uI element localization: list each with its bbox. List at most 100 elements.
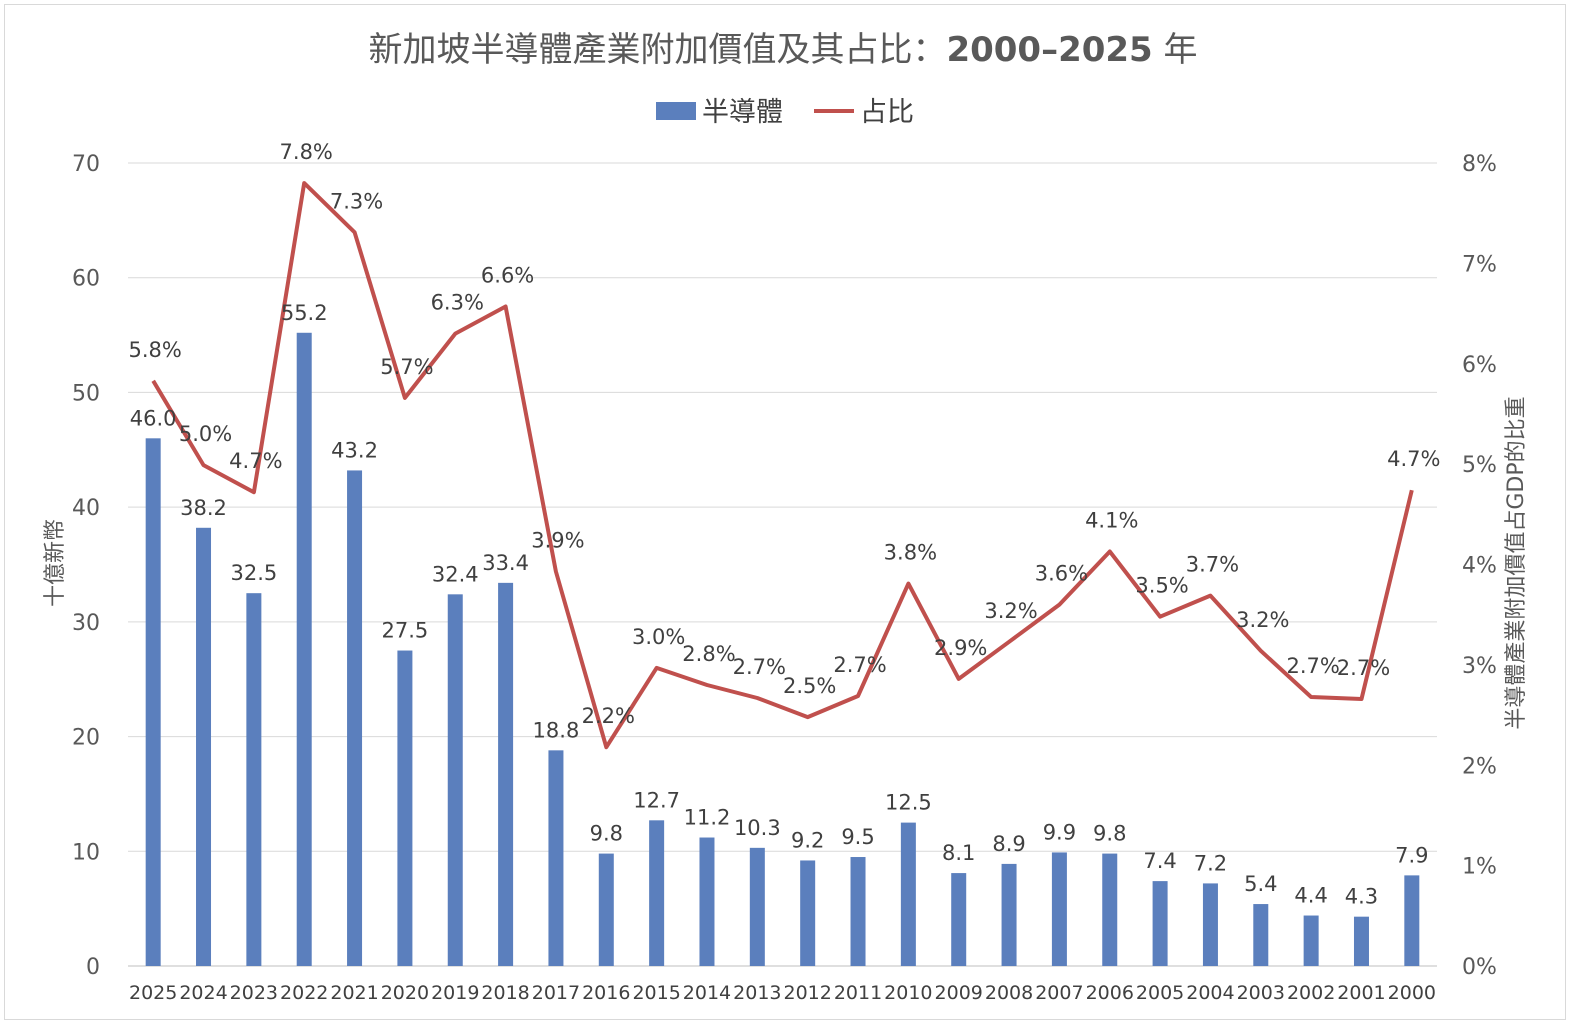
- x-tick-label: 2024: [179, 982, 227, 1004]
- bar-value-label: 7.4: [1143, 849, 1176, 873]
- line-value-label: 3.2%: [1236, 608, 1289, 632]
- x-tick-label: 2001: [1337, 982, 1385, 1004]
- bar-value-label: 7.2: [1194, 851, 1227, 875]
- bar-value-label: 5.4: [1244, 872, 1277, 896]
- line-value-label: 7.8%: [280, 140, 333, 164]
- x-tick-label: 2008: [985, 982, 1033, 1004]
- line-value-label: 5.8%: [128, 338, 181, 362]
- y-left-tick-label: 60: [72, 267, 100, 292]
- bar-value-label: 33.4: [482, 551, 529, 575]
- y-right-tick-label: 2%: [1462, 754, 1497, 779]
- bar-value-label: 12.7: [633, 788, 680, 812]
- x-axis-ticks: 2025 2024 2023 2022 2021 2020 2019 2018 2017 2016…: [129, 982, 1436, 1004]
- bar: [548, 750, 564, 966]
- line-value-label: 6.6%: [481, 264, 534, 288]
- x-tick-label: 2003: [1237, 982, 1285, 1004]
- y-right-tick-label: 6%: [1462, 353, 1497, 378]
- line-value-label: 3.6%: [1035, 562, 1088, 586]
- y-right-tick-label: 4%: [1462, 554, 1497, 579]
- y-right-tick-label: 7%: [1462, 252, 1497, 277]
- bar: [1353, 916, 1369, 966]
- x-tick-label: 2016: [582, 982, 630, 1004]
- legend: 半導體 占比: [656, 97, 914, 128]
- y-axis-right-title: 半導體產業附加價值占GDP的比重: [1504, 396, 1529, 729]
- x-tick-label: 2002: [1287, 982, 1335, 1004]
- x-tick-label: 2018: [481, 982, 529, 1004]
- x-tick-label: 2013: [733, 982, 781, 1004]
- bar-value-label: 32.5: [230, 561, 277, 585]
- x-tick-label: 2023: [230, 982, 278, 1004]
- bar: [900, 822, 916, 966]
- bar-data-labels: 46.0 38.2 32.5 55.2 43.2 27.5 32.4 33.4 18.8 9.8 1…: [130, 301, 1429, 909]
- bar: [1051, 852, 1067, 966]
- x-tick-label: 2009: [935, 982, 983, 1004]
- x-tick-label: 2025: [129, 982, 177, 1004]
- bar: [1202, 883, 1218, 966]
- x-tick-label: 2014: [683, 982, 731, 1004]
- chart-frame: [4, 4, 1566, 1020]
- y-left-tick-label: 0: [86, 955, 100, 980]
- bar-value-label: 9.8: [1093, 822, 1126, 846]
- bar-value-label: 8.1: [942, 841, 975, 865]
- line-value-label: 3.0%: [632, 625, 685, 649]
- line-value-label: 4.1%: [1085, 508, 1138, 532]
- bar: [498, 582, 514, 966]
- legend-bar-label: 半導體: [702, 97, 783, 128]
- bar: [397, 650, 413, 966]
- bar-value-label: 43.2: [331, 438, 378, 462]
- bar-value-label: 4.3: [1345, 885, 1378, 909]
- x-tick-label: 2011: [834, 982, 882, 1004]
- x-tick-label: 2017: [532, 982, 580, 1004]
- bar: [1303, 915, 1319, 966]
- bar: [447, 594, 463, 966]
- line-value-label: 2.7%: [1286, 654, 1339, 678]
- bar: [598, 853, 614, 966]
- bar: [1404, 875, 1420, 966]
- x-tick-label: 2021: [330, 982, 378, 1004]
- bar-value-label: 9.5: [841, 825, 874, 849]
- x-tick-label: 2010: [884, 982, 932, 1004]
- x-tick-label: 2005: [1136, 982, 1184, 1004]
- line-value-label: 7.3%: [330, 189, 383, 213]
- line-value-label: 2.5%: [783, 674, 836, 698]
- x-tick-label: 2020: [381, 982, 429, 1004]
- line-value-label: 3.9%: [531, 529, 584, 553]
- line-value-label: 2.7%: [833, 653, 886, 677]
- bar: [1102, 853, 1118, 966]
- y-right-tick-label: 1%: [1462, 855, 1497, 880]
- line-value-label: 3.5%: [1135, 574, 1188, 598]
- y-left-tick-label: 20: [72, 726, 100, 751]
- bar: [347, 470, 363, 966]
- bar: [1152, 881, 1168, 966]
- bar-value-label: 11.2: [684, 806, 731, 830]
- bar: [850, 857, 866, 966]
- line-value-label: 4.7%: [229, 449, 282, 473]
- line-value-label: 3.8%: [884, 541, 937, 565]
- bar-series: [145, 332, 1420, 967]
- y-right-tick-label: 8%: [1462, 152, 1497, 177]
- bar: [1253, 904, 1269, 966]
- bar-value-label: 38.2: [180, 496, 227, 520]
- bar: [296, 332, 312, 967]
- bar: [246, 593, 262, 966]
- bar-value-label: 12.5: [885, 791, 932, 815]
- y-left-tick-label: 10: [72, 840, 100, 865]
- bar: [145, 438, 161, 966]
- line-value-label: 3.2%: [984, 599, 1037, 623]
- gridlines: [128, 162, 1437, 967]
- line-value-label: 5.7%: [380, 355, 433, 379]
- y-right-tick-label: 5%: [1462, 453, 1497, 478]
- y-axis-left-title: 十億新幣: [43, 519, 68, 607]
- y-right-tick-label: 3%: [1462, 654, 1497, 679]
- bar-value-label: 55.2: [281, 301, 328, 325]
- y-left-tick-label: 40: [72, 496, 100, 521]
- line-value-label: 3.7%: [1186, 553, 1239, 577]
- bar-value-label: 9.8: [590, 822, 623, 846]
- bar: [749, 847, 765, 966]
- bar: [1001, 863, 1017, 966]
- bar-value-label: 27.5: [382, 619, 429, 643]
- x-tick-label: 2019: [431, 982, 479, 1004]
- x-tick-label: 2000: [1388, 982, 1436, 1004]
- bar-value-label: 8.9: [992, 832, 1025, 856]
